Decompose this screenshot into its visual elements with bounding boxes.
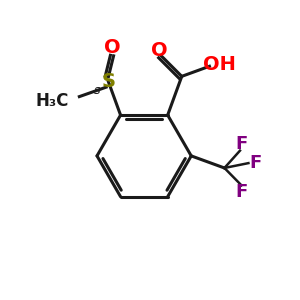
- Text: OH: OH: [203, 55, 236, 74]
- Text: S: S: [101, 72, 116, 92]
- Text: O: O: [151, 41, 168, 60]
- Text: H₃C: H₃C: [36, 92, 69, 110]
- Text: s: s: [94, 84, 101, 97]
- Text: F: F: [235, 135, 248, 153]
- Text: F: F: [249, 154, 262, 172]
- Text: O: O: [104, 38, 120, 57]
- Text: F: F: [235, 183, 248, 201]
